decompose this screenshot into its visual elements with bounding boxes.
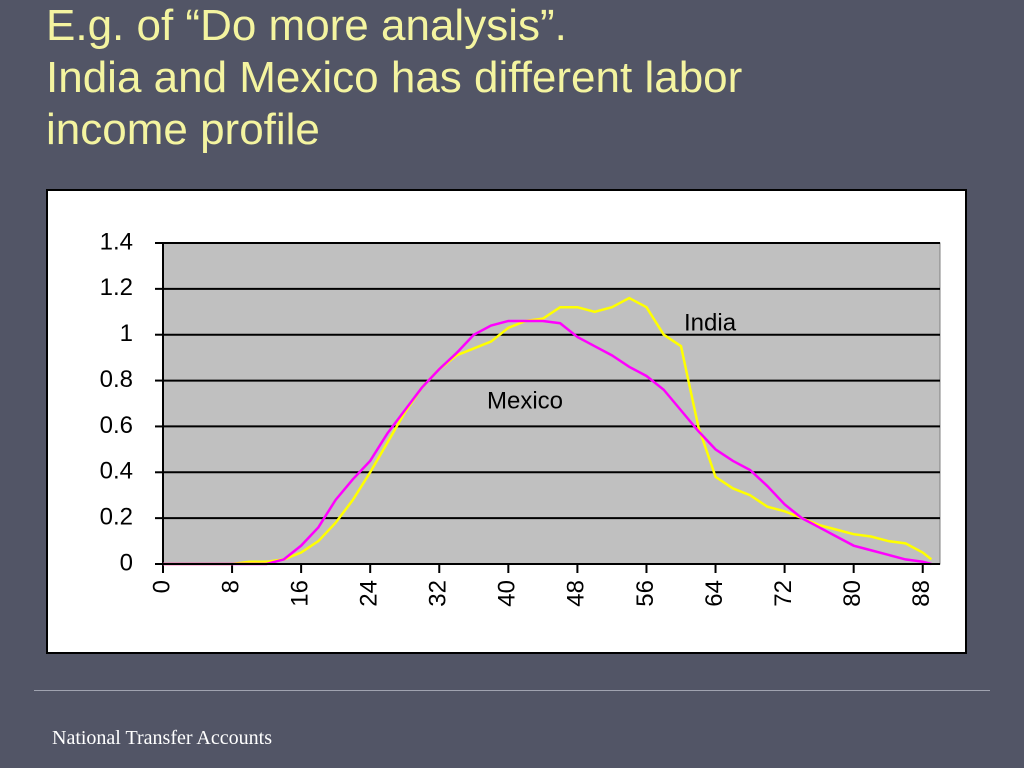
x-tick-label: 64: [701, 580, 728, 607]
y-tick-label: 0.8: [100, 366, 133, 393]
y-tick-label: 0: [120, 549, 133, 576]
slide-title: E.g. of “Do more analysis”. India and Me…: [46, 0, 742, 156]
y-tick-label: 0.4: [100, 458, 133, 485]
y-tick-label: 1.2: [100, 274, 133, 301]
series-line: [163, 319, 932, 566]
footer-rule: [34, 690, 990, 691]
x-tick-label: 80: [839, 580, 866, 607]
series-label: Mexico: [487, 387, 563, 414]
x-tick-label: 24: [356, 580, 383, 607]
plot-area: [162, 242, 941, 565]
title-line: income profile: [46, 105, 320, 154]
y-tick-label: 0.2: [100, 503, 133, 530]
x-tick-label: 0: [148, 580, 175, 593]
x-tick-label: 88: [908, 580, 935, 607]
x-tick-label: 40: [494, 580, 521, 607]
x-tick-label: 32: [425, 580, 452, 607]
x-tick-label: 8: [217, 580, 244, 593]
series-label: India: [684, 309, 737, 336]
x-tick-label: 48: [563, 580, 590, 607]
y-tick-label: 1.4: [100, 228, 133, 255]
chart: 0 0.2 0.4 0.6 0.8 1 1.2 1.4 0 8 16 24 32 40 48 56 64 72 80…: [46, 189, 967, 654]
x-tick-label: 56: [632, 580, 659, 607]
y-tick-label: 1: [120, 320, 133, 347]
x-tick-label: 72: [770, 580, 797, 607]
footer: National Transfer Accounts: [52, 727, 272, 749]
title-line: E.g. of “Do more analysis”.: [46, 1, 567, 50]
x-tick-label: 16: [286, 580, 313, 607]
title-line: India and Mexico has different labor: [46, 53, 743, 102]
y-tick-label: 0.6: [100, 412, 133, 439]
